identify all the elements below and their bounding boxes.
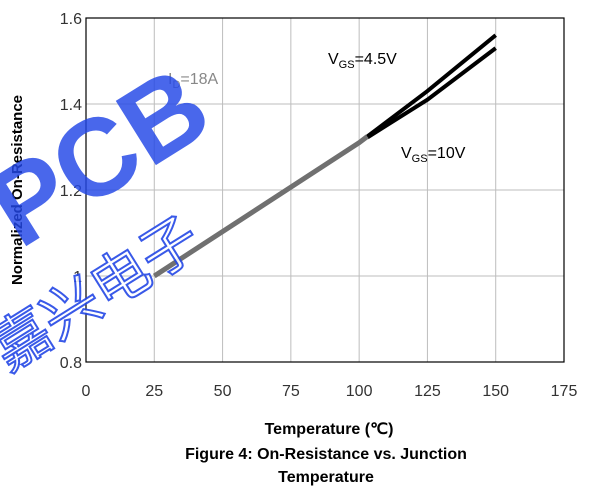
series-line-0 (366, 33, 497, 139)
annotation-id-sub: D (172, 79, 180, 91)
plot-frame (85, 17, 565, 363)
annotation-id-rest: =18A (180, 71, 218, 88)
series-label-vgs-10: VGS=10V (401, 145, 466, 165)
x-tick-label-100: 100 (346, 383, 373, 400)
x-tick-label-25: 25 (145, 383, 163, 400)
y-tick-label-0.8: 0.8 (60, 355, 82, 372)
axes (85, 17, 565, 363)
figure-caption-line-2: Temperature (278, 469, 374, 486)
x-tick-label-50: 50 (214, 383, 232, 400)
x-tick-label-175: 175 (551, 383, 578, 400)
y-axis-title: Normalized On-Resistance (9, 95, 26, 285)
annotation-id: ID=18A (168, 71, 219, 91)
x-tick-label-150: 150 (482, 383, 509, 400)
watermark-logo: PCB 嘉兴电子 (0, 43, 230, 385)
series-label-vgs-4-5: VGS=4.5V (328, 51, 397, 71)
y-tick-label-1: 1 (73, 269, 82, 286)
x-axis-title: Temperature (℃) (265, 421, 394, 438)
tick-labels: 0 25 50 75 100 125 150 175 0.8 1 1.2 1.4 1.6 (60, 11, 578, 400)
x-tick-label-75: 75 (282, 383, 300, 400)
y-tick-label-1.6: 1.6 (60, 11, 82, 28)
x-tick-label-125: 125 (414, 383, 441, 400)
y-tick-label-1.4: 1.4 (60, 97, 82, 114)
grid (86, 18, 564, 362)
series-line-1 (366, 46, 497, 140)
series-line-overlap (152, 134, 369, 279)
series-lines (152, 33, 497, 279)
y-tick-label-1.2: 1.2 (60, 183, 82, 200)
figure-caption-line-1: Figure 4: On-Resistance vs. Junction (185, 446, 467, 463)
x-tick-label-0: 0 (82, 383, 91, 400)
